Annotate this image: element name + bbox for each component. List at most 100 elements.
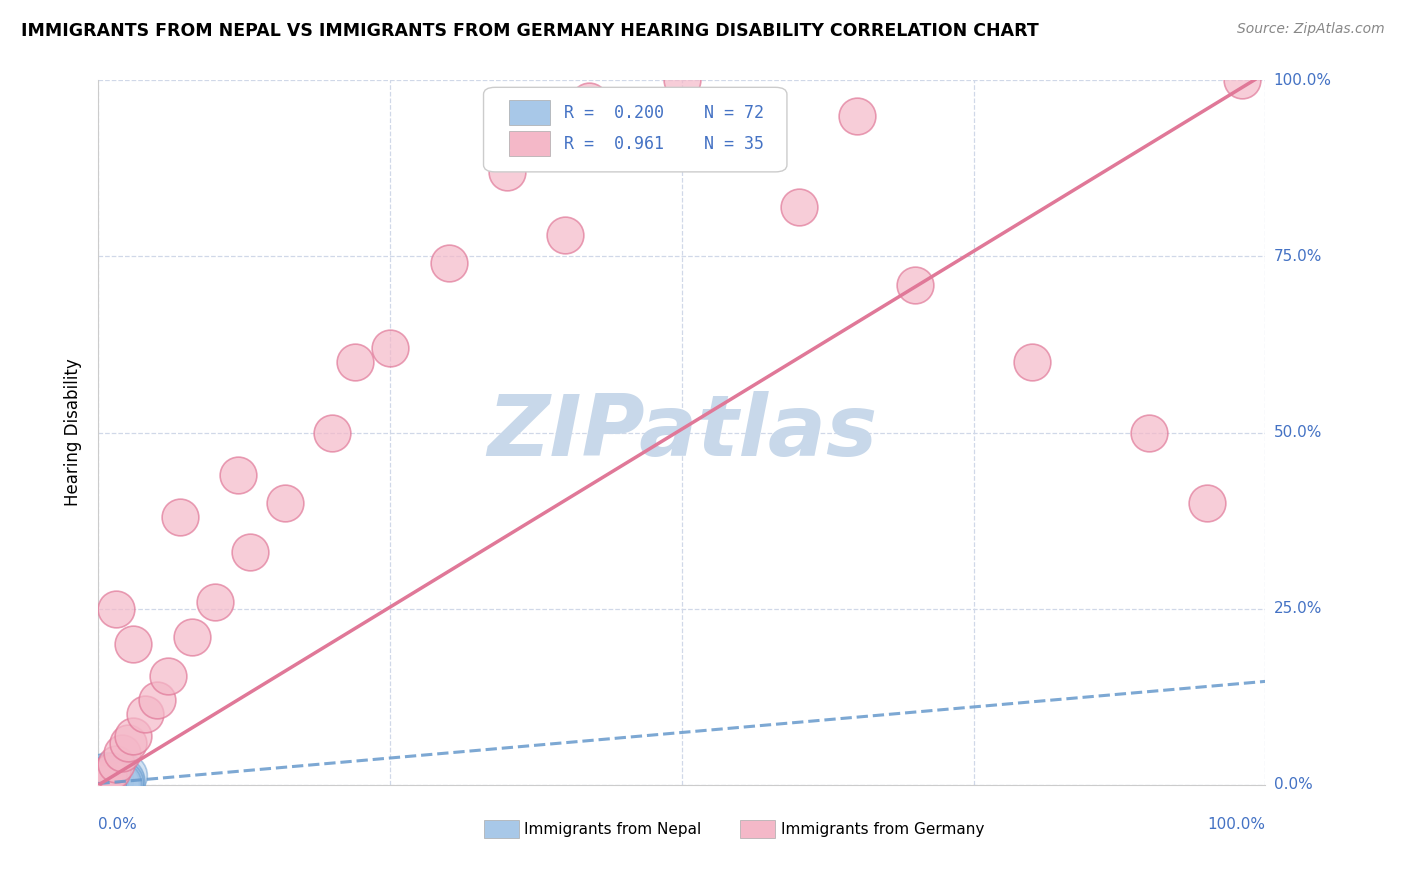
Point: [105, 777, 128, 791]
Point: [93, 773, 115, 788]
Point: [380, 341, 402, 355]
Point: [93, 777, 115, 791]
Point: [91, 773, 114, 788]
Point: [94, 769, 117, 783]
Text: R =  0.961    N = 35: R = 0.961 N = 35: [564, 135, 763, 153]
Point: [578, 95, 600, 109]
Point: [87, 774, 110, 789]
Point: [157, 669, 180, 683]
Point: [91, 772, 114, 787]
Point: [94, 773, 117, 788]
Point: [90, 776, 112, 790]
Point: [111, 775, 134, 789]
Point: [846, 109, 869, 123]
Text: 100.0%: 100.0%: [1208, 817, 1265, 831]
Point: [93, 774, 115, 789]
Point: [96, 778, 118, 792]
Point: [122, 637, 145, 651]
Point: [90, 770, 112, 784]
Point: [904, 277, 927, 292]
FancyBboxPatch shape: [484, 821, 519, 838]
Point: [101, 772, 124, 786]
Text: Source: ZipAtlas.com: Source: ZipAtlas.com: [1237, 22, 1385, 37]
Point: [90, 772, 112, 786]
Point: [105, 776, 128, 790]
Point: [90, 773, 112, 788]
Point: [111, 775, 134, 789]
Point: [228, 467, 250, 482]
Point: [93, 769, 115, 783]
Point: [97, 769, 120, 783]
Point: [98, 772, 121, 786]
FancyBboxPatch shape: [484, 87, 787, 172]
FancyBboxPatch shape: [741, 821, 775, 838]
Point: [111, 746, 134, 760]
FancyBboxPatch shape: [509, 131, 550, 156]
Point: [93, 773, 115, 788]
Point: [554, 228, 576, 243]
Point: [101, 776, 124, 790]
Point: [107, 775, 129, 789]
Point: [134, 707, 156, 722]
Point: [94, 776, 117, 790]
Point: [93, 777, 115, 791]
Point: [94, 777, 117, 791]
Point: [94, 773, 117, 788]
Point: [437, 256, 460, 270]
Point: [101, 769, 124, 783]
Point: [344, 355, 367, 369]
Point: [91, 774, 114, 789]
Point: [117, 736, 139, 750]
Point: [112, 772, 135, 787]
Text: 50.0%: 50.0%: [1274, 425, 1322, 440]
Point: [94, 775, 117, 789]
Point: [98, 772, 121, 787]
Point: [100, 777, 122, 791]
Point: [97, 767, 120, 781]
Point: [787, 200, 810, 214]
Point: [104, 601, 127, 615]
Point: [93, 775, 115, 789]
Text: 100.0%: 100.0%: [1274, 73, 1331, 87]
Point: [93, 775, 115, 789]
Point: [89, 777, 111, 791]
Point: [98, 774, 121, 789]
Point: [93, 776, 115, 790]
Point: [1021, 355, 1043, 369]
Point: [101, 777, 124, 791]
Point: [108, 776, 131, 790]
Text: Immigrants from Germany: Immigrants from Germany: [782, 822, 984, 837]
Point: [97, 772, 120, 786]
Point: [321, 425, 343, 440]
Point: [110, 774, 132, 789]
Point: [97, 772, 120, 786]
Point: [204, 595, 226, 609]
Text: ZIPatlas: ZIPatlas: [486, 391, 877, 475]
Point: [90, 774, 112, 789]
Point: [146, 693, 169, 707]
Point: [180, 630, 202, 644]
Point: [91, 772, 114, 787]
Text: 0.0%: 0.0%: [98, 817, 138, 831]
Point: [96, 776, 118, 790]
Point: [89, 773, 111, 788]
Point: [90, 772, 112, 786]
Point: [122, 729, 145, 743]
Point: [97, 774, 120, 789]
Point: [97, 776, 120, 790]
Y-axis label: Hearing Disability: Hearing Disability: [65, 359, 83, 507]
Point: [108, 776, 131, 790]
Point: [96, 772, 118, 787]
Text: IMMIGRANTS FROM NEPAL VS IMMIGRANTS FROM GERMANY HEARING DISABILITY CORRELATION : IMMIGRANTS FROM NEPAL VS IMMIGRANTS FROM…: [21, 22, 1039, 40]
Point: [96, 766, 118, 780]
Point: [274, 496, 297, 510]
FancyBboxPatch shape: [509, 100, 550, 125]
Point: [90, 773, 112, 788]
Point: [110, 774, 132, 789]
Point: [97, 775, 120, 789]
Point: [104, 756, 127, 771]
Point: [101, 773, 124, 788]
Point: [93, 772, 115, 787]
Point: [169, 510, 191, 524]
Point: [239, 545, 262, 559]
